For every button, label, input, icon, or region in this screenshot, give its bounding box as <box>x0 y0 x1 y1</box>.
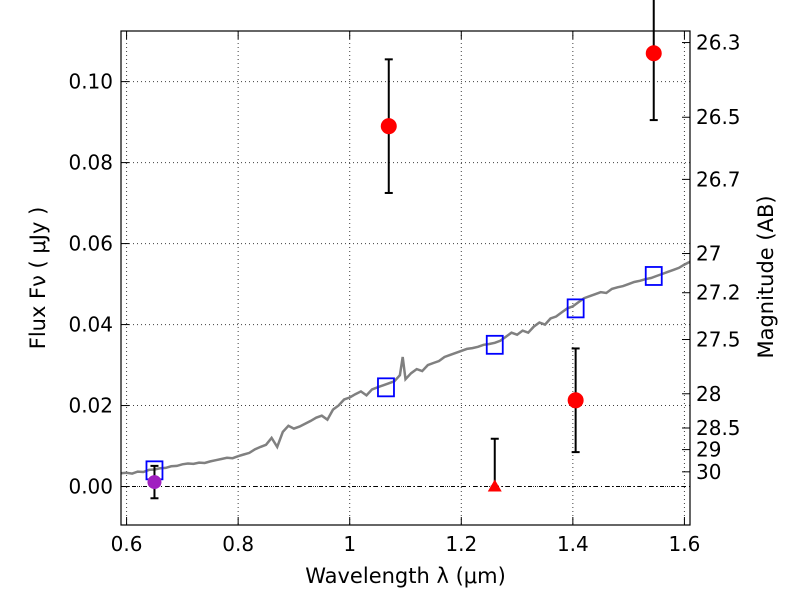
y-tick-label: 0.04 <box>68 313 113 337</box>
x-tick-label: 1 <box>343 532 356 556</box>
y-axis-title: Flux Fν ( μJy ) <box>26 207 50 350</box>
x-tick-label: 1.2 <box>445 532 477 556</box>
magnitude-tick-label: 28 <box>696 382 721 406</box>
upper-limit-triangle <box>487 479 502 492</box>
magnitude-axis-title: Magnitude (AB) <box>754 195 778 358</box>
detection-point <box>380 118 397 135</box>
errorbars <box>150 0 658 500</box>
x-tick-label: 1.4 <box>557 532 589 556</box>
y-tick-label: 0.00 <box>68 475 113 499</box>
y-tick-label: 0.08 <box>68 151 113 175</box>
magnitude-tick-label: 26.5 <box>696 105 741 129</box>
plot-frame <box>120 30 691 526</box>
spectrum-series <box>120 260 691 475</box>
y-axis-ticks: 0.00 0.02 0.04 0.06 0.08 0.10 <box>68 70 129 499</box>
y-tick-label: 0.10 <box>68 70 113 94</box>
magnitude-tick-label: 27 <box>696 242 721 266</box>
grid-lines <box>121 31 690 525</box>
magnitude-tick-label: 26.7 <box>696 167 741 191</box>
detection-point <box>567 392 584 409</box>
x-tick-label: 0.6 <box>111 532 143 556</box>
model-square-point <box>644 266 663 286</box>
spectrum-line <box>120 260 691 475</box>
x-tick-label: 0.8 <box>222 532 254 556</box>
data-markers <box>145 45 663 492</box>
magnitude-tick-label: 28.5 <box>696 416 741 440</box>
magnitude-tick-label: 30 <box>696 460 721 484</box>
x-axis-ticks: 0.6 0.8 1 1.2 1.4 1.6 <box>111 31 701 556</box>
detection-point <box>645 45 662 62</box>
y-tick-label: 0.06 <box>68 232 113 256</box>
magnitude-tick-label: 27.5 <box>696 328 741 352</box>
magnitude-tick-label: 26.3 <box>696 31 741 55</box>
x-axis-title: Wavelength λ (μm) <box>305 564 506 588</box>
magnitude-tick-label: 29 <box>696 438 721 462</box>
magnitude-tick-label: 27.2 <box>696 281 741 305</box>
model-square-point <box>566 298 585 319</box>
y-tick-label: 0.02 <box>68 394 113 418</box>
model-square-point <box>377 377 395 398</box>
x-tick-label: 1.6 <box>669 532 701 556</box>
model-square-point <box>485 334 504 355</box>
optical-point <box>147 475 162 490</box>
